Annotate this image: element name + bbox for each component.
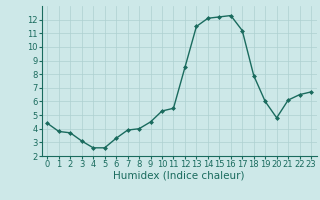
X-axis label: Humidex (Indice chaleur): Humidex (Indice chaleur) — [114, 171, 245, 181]
